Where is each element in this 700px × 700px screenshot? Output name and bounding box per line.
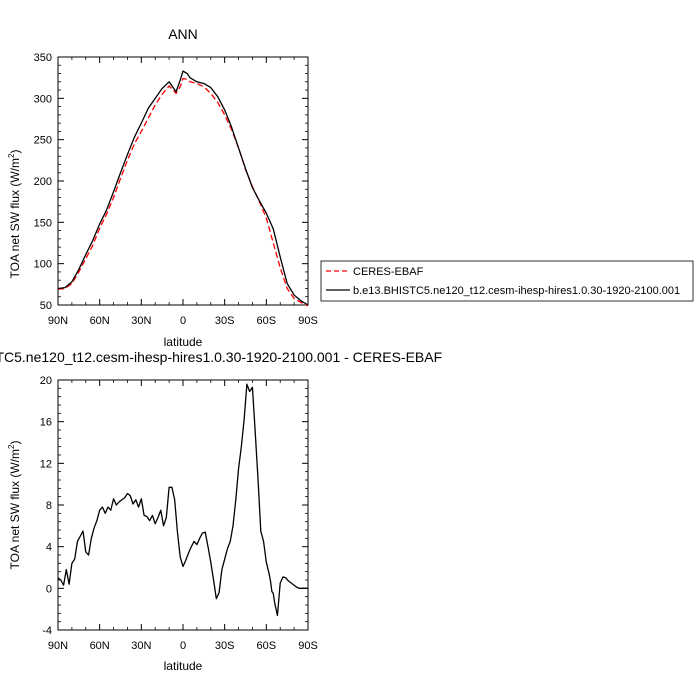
plot-area-frame	[57, 379, 309, 631]
y-tick-label: 350	[34, 52, 52, 64]
y-tick-label: 100	[34, 259, 52, 271]
y-tick-label: 250	[34, 135, 52, 147]
x-tick-label: 60S	[257, 315, 277, 327]
chart-title: ANN	[168, 26, 198, 42]
x-tick-label: 30S	[215, 315, 235, 327]
legend-label-ceres: CERES-EBAF	[353, 266, 424, 278]
y-tick-label: 50	[40, 300, 52, 312]
legend: CERES-EBAF b.e13.BHISTC5.ne120_t12.cesm-…	[320, 260, 694, 302]
axis-ticks	[57, 56, 309, 306]
y-axis-label: TOA net SW flux (W/m2)	[7, 441, 22, 570]
x-tick-label: 90S	[298, 640, 318, 652]
y-tick-label: 16	[40, 417, 52, 429]
series-lines	[57, 70, 309, 307]
series-lines	[57, 383, 308, 617]
x-tick-label: 0	[180, 640, 186, 652]
y-tick-label: 8	[46, 500, 52, 512]
x-tick-label: 30N	[131, 640, 151, 652]
panel-top-chart: ANN 90N 60N 30N 0 30S 60S 90S 50 100 150 200 250 30…	[7, 26, 318, 349]
y-tick-label: 300	[34, 93, 52, 105]
y-tick-label: -4	[42, 625, 52, 637]
y-tick-label: 20	[40, 375, 52, 387]
x-tick-label: 90N	[48, 640, 68, 652]
x-tick-label: 90N	[48, 315, 68, 327]
panel-bottom-chart: b.e13.BHISTC5.ne120_t12.cesm-ihesp-hires…	[0, 349, 442, 673]
y-tick-label: 150	[34, 217, 52, 229]
x-tick-label: 30N	[131, 315, 151, 327]
y-tick-label: 200	[34, 176, 52, 188]
plot-area-frame	[57, 56, 309, 306]
x-tick-label: 0	[180, 315, 186, 327]
chart-title: b.e13.BHISTC5.ne120_t12.cesm-ihesp-hires…	[0, 349, 442, 365]
x-tick-label: 60N	[90, 640, 110, 652]
series-line-1	[57, 70, 309, 306]
legend-box	[320, 260, 694, 302]
y-tick-label: 0	[46, 583, 52, 595]
x-axis-label: latitude	[164, 659, 203, 673]
x-tick-label: 60S	[257, 640, 277, 652]
x-tick-labels: 90N 60N 30N 0 30S 60S 90S	[48, 315, 318, 327]
series-line-0	[57, 383, 308, 617]
y-tick-labels: -4 0 4 8 12 16 20	[40, 375, 52, 637]
axis-ticks	[57, 379, 309, 631]
y-tick-labels: 50 100 150 200 250 300 350	[34, 52, 52, 312]
series-line-0	[57, 77, 309, 307]
x-tick-label: 30S	[215, 640, 235, 652]
x-axis-label: latitude	[164, 335, 203, 349]
x-tick-label: 60N	[90, 315, 110, 327]
x-tick-labels: 90N 60N 30N 0 30S 60S 90S	[48, 640, 318, 652]
y-axis-label: TOA net SW flux (W/m2)	[7, 150, 22, 279]
legend-label-model: b.e13.BHISTC5.ne120_t12.cesm-ihesp-hires…	[353, 285, 680, 297]
x-tick-label: 90S	[298, 315, 318, 327]
y-tick-label: 12	[40, 458, 52, 470]
y-tick-label: 4	[46, 542, 52, 554]
